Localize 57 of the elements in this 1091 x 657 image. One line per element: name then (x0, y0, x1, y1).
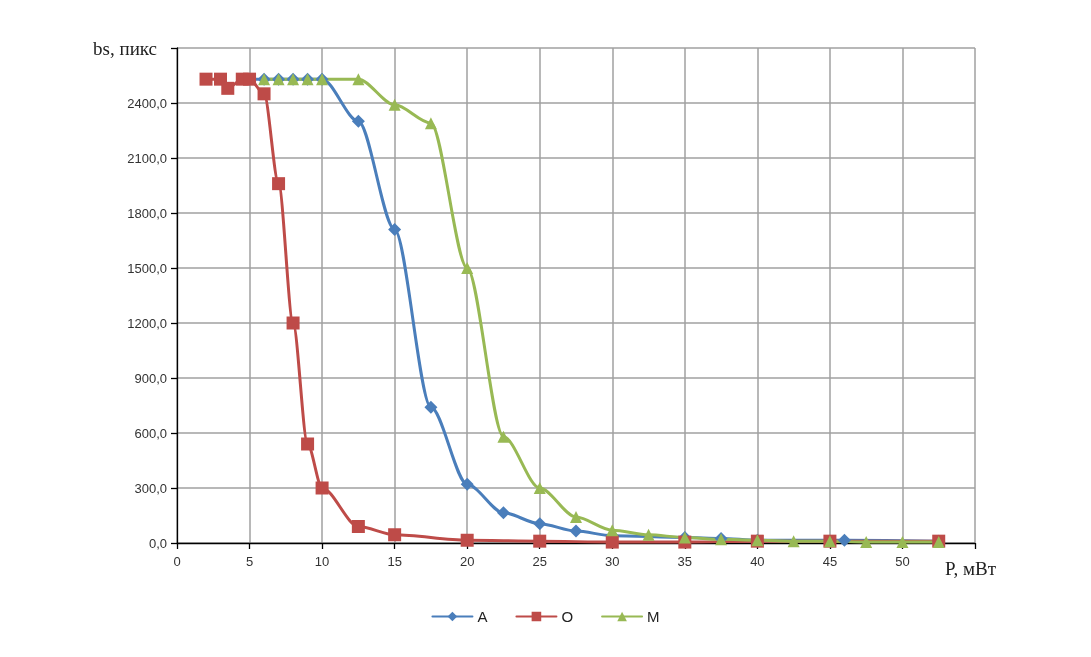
x-tick-label: 30 (605, 554, 620, 569)
point (424, 117, 437, 130)
y-tick-label: 900,0 (134, 370, 167, 386)
x-tick-label: 5 (245, 554, 254, 569)
point (496, 506, 510, 520)
legend-label: O (561, 608, 574, 625)
x-tick-label: 45 (822, 554, 838, 569)
legend-label: M (647, 608, 660, 625)
x-tick-label: 40 (750, 554, 765, 569)
x-tick-label: 0 (173, 554, 181, 569)
point (351, 114, 365, 128)
y-tick-label: 600,0 (134, 425, 167, 441)
point (461, 262, 474, 274)
point (272, 177, 286, 191)
point (221, 81, 235, 95)
y-tick-label: 1500,0 (127, 260, 167, 276)
point (533, 482, 546, 494)
point (787, 535, 800, 548)
y-tick-label: 2400,0 (127, 95, 167, 111)
point (257, 87, 271, 101)
point (533, 534, 547, 548)
point (388, 98, 401, 111)
point (199, 72, 213, 86)
point (605, 535, 619, 549)
point (497, 430, 510, 443)
y-tick-label: 300,0 (134, 480, 167, 496)
y-tick-label: 1200,0 (127, 315, 167, 331)
point (388, 223, 402, 236)
point (570, 510, 582, 523)
x-tick-label: 15 (387, 554, 402, 569)
point (315, 481, 329, 495)
point (642, 528, 655, 541)
point (860, 536, 873, 549)
legend-label: A (477, 608, 488, 625)
point (533, 517, 547, 531)
x-tick-label: 35 (677, 554, 693, 569)
point (460, 533, 474, 547)
point (301, 437, 315, 451)
y-tick-label: 1800,0 (127, 205, 167, 221)
y-tick-label: 2100,0 (127, 150, 167, 166)
point (424, 400, 438, 414)
point (388, 528, 402, 542)
point (837, 533, 851, 547)
point (352, 73, 365, 86)
point (460, 477, 474, 491)
x-axis-title: P, мВт (945, 558, 997, 579)
y-axis-title: bs, пикс (93, 37, 157, 59)
x-tick-label: 10 (314, 554, 330, 569)
y-tick-label: 0,0 (148, 535, 167, 551)
point (606, 524, 619, 537)
x-tick-label: 50 (895, 554, 910, 569)
point (286, 316, 300, 330)
x-tick-label: 25 (532, 554, 547, 569)
x-tick-label: 20 (459, 554, 475, 569)
point (569, 524, 583, 538)
point (896, 536, 909, 549)
point (351, 520, 365, 533)
